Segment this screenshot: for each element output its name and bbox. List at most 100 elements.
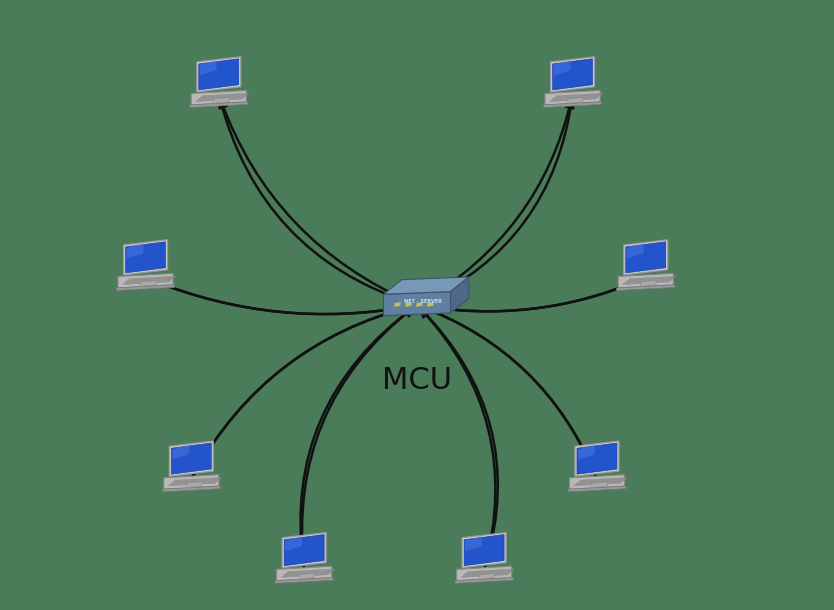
Polygon shape	[462, 573, 509, 577]
Polygon shape	[629, 276, 676, 280]
Polygon shape	[578, 444, 595, 460]
Polygon shape	[169, 441, 214, 476]
Polygon shape	[126, 242, 165, 273]
FancyArrowPatch shape	[420, 100, 573, 304]
Polygon shape	[623, 281, 670, 284]
Polygon shape	[196, 98, 243, 101]
Polygon shape	[570, 475, 626, 490]
FancyArrowPatch shape	[420, 279, 641, 311]
Polygon shape	[192, 91, 247, 106]
Polygon shape	[384, 277, 469, 295]
Polygon shape	[405, 302, 411, 307]
Polygon shape	[626, 279, 672, 283]
FancyArrowPatch shape	[194, 306, 414, 474]
Polygon shape	[467, 569, 514, 573]
FancyArrowPatch shape	[421, 309, 495, 568]
Polygon shape	[125, 279, 172, 283]
Polygon shape	[545, 91, 600, 106]
FancyArrowPatch shape	[423, 279, 643, 312]
Polygon shape	[450, 277, 469, 313]
Polygon shape	[567, 98, 583, 103]
FancyArrowPatch shape	[219, 97, 412, 304]
Polygon shape	[118, 273, 173, 288]
Polygon shape	[575, 442, 620, 477]
FancyArrowPatch shape	[193, 304, 412, 476]
Polygon shape	[427, 302, 434, 307]
Polygon shape	[173, 479, 219, 483]
Text: MCU: MCU	[382, 366, 452, 395]
Polygon shape	[464, 572, 510, 576]
Polygon shape	[479, 573, 495, 579]
Polygon shape	[553, 59, 592, 90]
Polygon shape	[456, 566, 511, 581]
Polygon shape	[123, 281, 170, 284]
Polygon shape	[455, 578, 513, 583]
Polygon shape	[384, 292, 450, 316]
Polygon shape	[545, 90, 600, 105]
Polygon shape	[197, 57, 241, 92]
FancyArrowPatch shape	[148, 279, 411, 314]
Polygon shape	[278, 567, 333, 581]
Polygon shape	[465, 534, 504, 565]
Polygon shape	[568, 486, 626, 492]
Polygon shape	[191, 90, 246, 105]
Polygon shape	[284, 572, 330, 576]
FancyArrowPatch shape	[419, 307, 498, 565]
Polygon shape	[394, 302, 400, 307]
Polygon shape	[140, 281, 156, 286]
Polygon shape	[282, 573, 329, 577]
Polygon shape	[627, 243, 644, 259]
Polygon shape	[282, 533, 326, 568]
FancyArrowPatch shape	[299, 307, 414, 565]
Polygon shape	[285, 570, 332, 574]
Polygon shape	[285, 536, 302, 551]
Polygon shape	[198, 96, 245, 100]
Polygon shape	[162, 486, 220, 492]
FancyArrowPatch shape	[422, 306, 595, 476]
Polygon shape	[554, 60, 570, 76]
Polygon shape	[416, 302, 423, 307]
Polygon shape	[554, 95, 600, 98]
Polygon shape	[173, 444, 189, 460]
Polygon shape	[117, 285, 174, 290]
Polygon shape	[275, 578, 334, 583]
Polygon shape	[123, 240, 168, 275]
FancyArrowPatch shape	[422, 98, 572, 303]
Polygon shape	[200, 60, 217, 76]
Polygon shape	[624, 240, 668, 275]
Polygon shape	[202, 93, 249, 97]
Polygon shape	[550, 98, 597, 101]
Polygon shape	[163, 475, 219, 489]
Polygon shape	[170, 442, 214, 477]
Polygon shape	[299, 573, 314, 579]
Polygon shape	[577, 443, 617, 474]
Polygon shape	[575, 441, 619, 476]
Polygon shape	[277, 566, 332, 581]
Polygon shape	[575, 482, 621, 486]
Polygon shape	[118, 274, 173, 289]
Polygon shape	[198, 59, 239, 90]
Polygon shape	[127, 243, 143, 259]
Polygon shape	[124, 240, 168, 276]
Polygon shape	[576, 481, 623, 484]
Text: NET · SERVER: NET · SERVER	[404, 300, 442, 304]
Polygon shape	[171, 481, 218, 484]
Polygon shape	[127, 278, 173, 281]
Polygon shape	[288, 569, 334, 573]
Polygon shape	[578, 479, 625, 483]
Polygon shape	[580, 478, 627, 481]
Polygon shape	[186, 482, 202, 487]
Polygon shape	[627, 278, 674, 281]
Polygon shape	[168, 482, 216, 486]
Polygon shape	[544, 102, 601, 107]
Polygon shape	[618, 273, 673, 288]
Polygon shape	[552, 96, 599, 100]
Polygon shape	[214, 98, 229, 103]
Polygon shape	[463, 533, 506, 569]
Polygon shape	[164, 475, 219, 490]
FancyArrowPatch shape	[219, 100, 414, 304]
Polygon shape	[624, 240, 668, 276]
Polygon shape	[465, 536, 482, 551]
Polygon shape	[283, 533, 327, 569]
FancyArrowPatch shape	[420, 306, 595, 474]
